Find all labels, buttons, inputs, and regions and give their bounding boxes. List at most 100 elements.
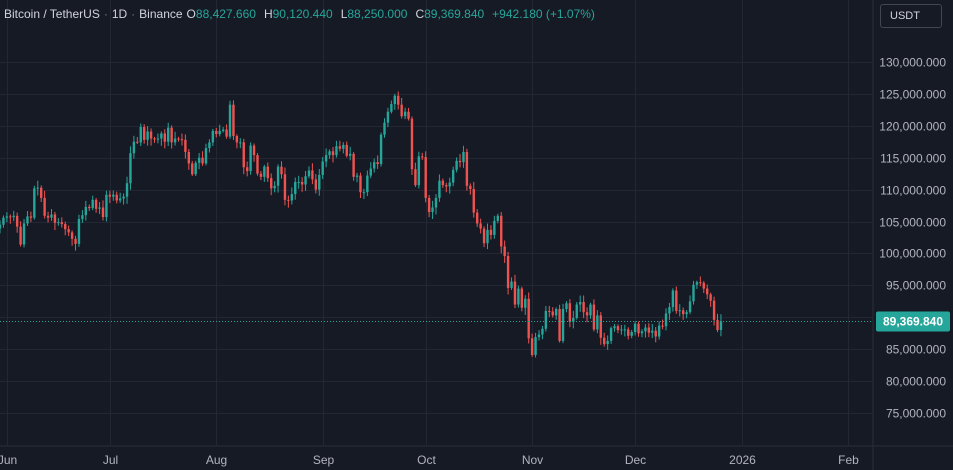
- candle-body: [9, 216, 12, 218]
- candle: [623, 324, 627, 337]
- candle-body: [98, 207, 101, 209]
- candle: [136, 136, 139, 145]
- candle-body: [0, 224, 2, 229]
- candle: [300, 177, 304, 192]
- candle-body: [252, 145, 256, 156]
- candle-body: [633, 323, 637, 332]
- candle-body: [235, 135, 239, 143]
- candle: [50, 209, 53, 221]
- candle-body: [390, 104, 393, 112]
- candle-body: [170, 127, 173, 143]
- candle-body: [22, 223, 26, 245]
- candle: [386, 107, 390, 128]
- candle: [376, 155, 379, 169]
- candle-body: [640, 331, 644, 334]
- candle: [170, 125, 173, 149]
- candle-body: [77, 218, 81, 244]
- price-tick-label: 100,000.000: [879, 247, 946, 261]
- candle-body: [503, 246, 506, 257]
- open-label: O: [186, 7, 196, 21]
- candle-body: [524, 298, 527, 308]
- time-tick-label: Jul: [103, 453, 118, 467]
- candle: [675, 286, 678, 314]
- candle-body: [613, 326, 616, 329]
- candle: [510, 277, 513, 291]
- candle: [252, 143, 256, 162]
- price-tick-label: 120,000.000: [879, 120, 946, 134]
- candle: [644, 324, 647, 338]
- candle-body: [620, 329, 623, 331]
- candle: [561, 303, 565, 344]
- candle: [122, 193, 125, 205]
- candle: [297, 175, 300, 189]
- candle-body: [500, 215, 503, 247]
- candle: [551, 307, 554, 318]
- candle: [716, 313, 719, 333]
- candle: [160, 131, 163, 146]
- candle: [64, 221, 67, 236]
- candle: [434, 194, 438, 215]
- candle-body: [105, 194, 108, 218]
- candle: [541, 325, 544, 340]
- candle: [39, 185, 43, 203]
- low-label: L: [340, 7, 348, 21]
- candle-body: [421, 156, 424, 158]
- exchange-label[interactable]: Binance: [139, 7, 183, 21]
- close-value: 89,369.840: [424, 7, 485, 21]
- candle: [19, 221, 22, 247]
- time-tick-label: Oct: [417, 453, 436, 467]
- candle-body: [187, 151, 191, 164]
- candle: [362, 188, 366, 199]
- candle-body: [108, 194, 112, 197]
- interval-label[interactable]: 1D: [111, 7, 128, 21]
- candle-body: [661, 325, 664, 327]
- candle: [647, 323, 651, 338]
- candle-body: [568, 303, 572, 322]
- candle-body: [585, 312, 589, 316]
- symbol-name[interactable]: Bitcoin / TetherUS: [4, 7, 100, 21]
- time-tick-label: Nov: [522, 453, 543, 467]
- candle: [46, 211, 50, 223]
- candle: [527, 292, 530, 344]
- candle: [451, 166, 455, 187]
- candle: [640, 329, 644, 338]
- candle-body: [273, 185, 276, 189]
- candle: [400, 97, 403, 119]
- candle-body: [565, 303, 568, 310]
- candle: [118, 192, 122, 203]
- candle-body: [400, 104, 403, 117]
- candle: [414, 162, 417, 187]
- candle: [572, 310, 575, 329]
- candle: [417, 151, 421, 189]
- candle: [369, 162, 372, 179]
- candle: [458, 154, 462, 168]
- candle: [692, 280, 695, 305]
- candle-body: [335, 146, 338, 156]
- candle-body: [414, 169, 417, 186]
- time-axis[interactable]: Jun Jul Aug Sep Oct Nov Dec 2026 Feb: [0, 445, 953, 467]
- candle: [287, 195, 290, 208]
- candle-body: [132, 141, 136, 154]
- candle: [259, 170, 263, 181]
- candle: [194, 160, 197, 177]
- price-tick-label: 115,000.000: [880, 152, 946, 166]
- candle-body: [232, 104, 235, 136]
- candle: [307, 166, 311, 179]
- candle: [651, 324, 654, 339]
- candle-body: [527, 298, 530, 339]
- candle: [228, 100, 232, 139]
- currency-button[interactable]: USDT: [880, 4, 942, 28]
- candle: [441, 178, 445, 188]
- candle-body: [50, 214, 53, 218]
- candle: [685, 310, 688, 319]
- candle-body: [12, 215, 15, 218]
- candle: [2, 215, 5, 228]
- candle-body: [67, 229, 70, 233]
- candle: [548, 305, 551, 317]
- price-tick-label: 75,000.000: [886, 407, 946, 421]
- candle: [397, 91, 400, 110]
- candle: [191, 160, 194, 177]
- candle-body: [184, 139, 187, 152]
- price-axis[interactable]: 75,000.00080,000.00085,000.00090,000.000…: [872, 0, 950, 470]
